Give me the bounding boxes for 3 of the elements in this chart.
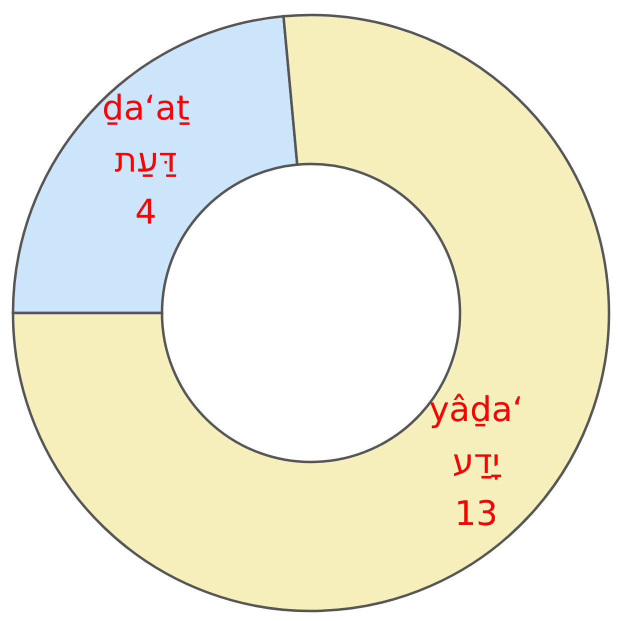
data-label: 4 <box>135 192 157 233</box>
data-label: 13 <box>454 494 498 534</box>
donut-slice <box>12 14 610 612</box>
